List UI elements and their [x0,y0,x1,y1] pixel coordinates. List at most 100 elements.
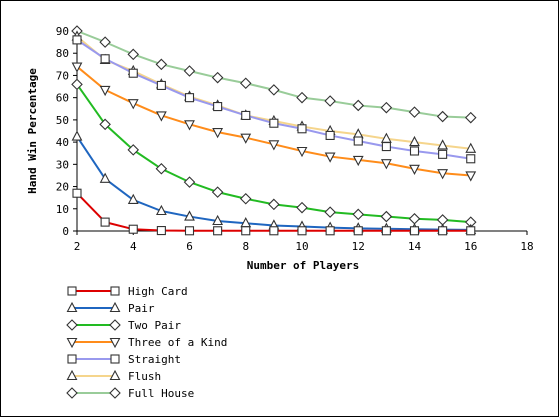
data-point-full-house [352,99,365,112]
data-point-two-pair [99,118,111,131]
data-point-full-house [183,65,196,77]
legend-marker-pair [109,301,121,313]
data-point-two-pair [211,186,224,198]
series-straight [72,35,476,164]
data-point-pair [71,130,83,141]
x-tick-label: 10 [295,240,308,253]
y-tick-label: 60 [56,92,69,105]
legend: High Card Pair Two Pair Three of a Kind Stra… [66,285,227,400]
data-point-full-house [239,77,252,90]
data-point-two-pair [239,192,252,205]
data-point-straight [100,54,110,64]
data-point-two-pair [155,162,168,175]
y-tick-label: 40 [56,136,69,149]
data-point-full-house [155,58,168,71]
legend-label-high-card: High Card [128,285,188,298]
legend-label-three-of-a-kind: Three of a Kind [128,336,227,349]
legend-marker-two-pair [109,319,121,331]
data-point-full-house [380,101,393,114]
x-axis-title: Number of Players [247,259,360,272]
y-tick-label: 90 [56,25,69,38]
data-point-straight [213,102,223,112]
y-tick-label: 0 [62,225,69,238]
data-point-straight [381,142,391,152]
series-two-pair [71,78,477,228]
data-point-two-pair [296,201,308,214]
data-point-straight [297,124,307,134]
legend-label-pair: Pair [128,302,155,315]
legend-item-straight: Straight [67,353,181,366]
data-point-high-card [72,188,82,198]
y-tick-label: 20 [56,181,69,194]
data-point-straight [72,35,82,45]
data-point-three-of-a-kind [268,140,280,151]
data-point-pair [99,172,111,183]
data-point-straight [325,130,335,140]
legend-marker-pair [66,301,78,313]
data-point-three-of-a-kind [127,99,139,110]
y-tick-label: 10 [56,203,69,216]
series-high-card [72,188,476,236]
y-tick-label: 70 [56,69,69,82]
data-point-high-card [297,226,307,236]
data-point-two-pair [408,212,421,225]
legend-marker-full-house [109,387,121,399]
data-point-straight [409,146,420,156]
data-point-two-pair [268,198,280,211]
data-point-three-of-a-kind [184,120,195,131]
legend-marker-flush [66,369,78,381]
legend-marker-flush [109,369,121,381]
y-tick-label: 80 [56,47,69,60]
data-point-two-pair [127,144,140,156]
data-point-full-house [436,110,449,123]
series-three-of-a-kind [71,62,477,182]
legend-item-three-of-a-kind: Three of a Kind [66,336,227,349]
legend-item-flush: Flush [66,369,161,383]
legend-item-two-pair: Two Pair [66,319,181,332]
legend-item-full-house: Full House [66,387,194,400]
data-point-three-of-a-kind [352,155,364,167]
legend-label-full-house: Full House [128,387,194,400]
data-point-three-of-a-kind [437,169,449,180]
data-point-three-of-a-kind [324,152,336,163]
data-point-straight [184,93,195,103]
data-point-flush [465,142,477,153]
data-point-straight [269,118,279,128]
y-tick-label: 30 [56,158,69,171]
data-point-high-card [184,226,195,236]
data-point-high-card [409,226,420,236]
data-point-high-card [100,217,110,227]
data-point-two-pair [380,210,393,223]
legend-marker-two-pair [66,319,78,331]
axes: 0 10 20 30 40 50 60 70 80 90 2 4 6 8 10 12 14 16 18 [56,25,534,253]
x-tick-label: 14 [408,240,422,253]
data-point-three-of-a-kind [465,171,477,182]
data-point-high-card [128,224,138,234]
y-tick-label: 50 [56,114,69,127]
data-point-three-of-a-kind [240,133,252,144]
data-point-full-house [324,95,336,107]
data-point-high-card [269,226,279,236]
data-point-flush [409,135,420,147]
data-point-three-of-a-kind [296,146,308,158]
data-point-straight [466,154,476,164]
x-tick-label: 12 [352,240,365,253]
data-point-full-house [268,84,280,96]
data-point-flush [437,139,449,150]
data-point-three-of-a-kind [155,111,167,122]
data-point-full-house [464,111,477,124]
series-layer [71,25,477,236]
data-point-full-house [211,71,224,84]
x-tick-label: 6 [186,240,193,253]
data-point-three-of-a-kind [380,159,392,170]
x-tick-label: 16 [464,240,477,253]
x-tick-label: 2 [74,240,81,253]
data-point-high-card [241,226,251,236]
data-point-high-card [353,226,363,236]
legend-marker-straight [110,354,120,364]
data-point-full-house [99,36,111,48]
data-point-two-pair [324,206,336,218]
legend-label-two-pair: Two Pair [128,319,181,332]
data-point-three-of-a-kind [212,128,224,139]
